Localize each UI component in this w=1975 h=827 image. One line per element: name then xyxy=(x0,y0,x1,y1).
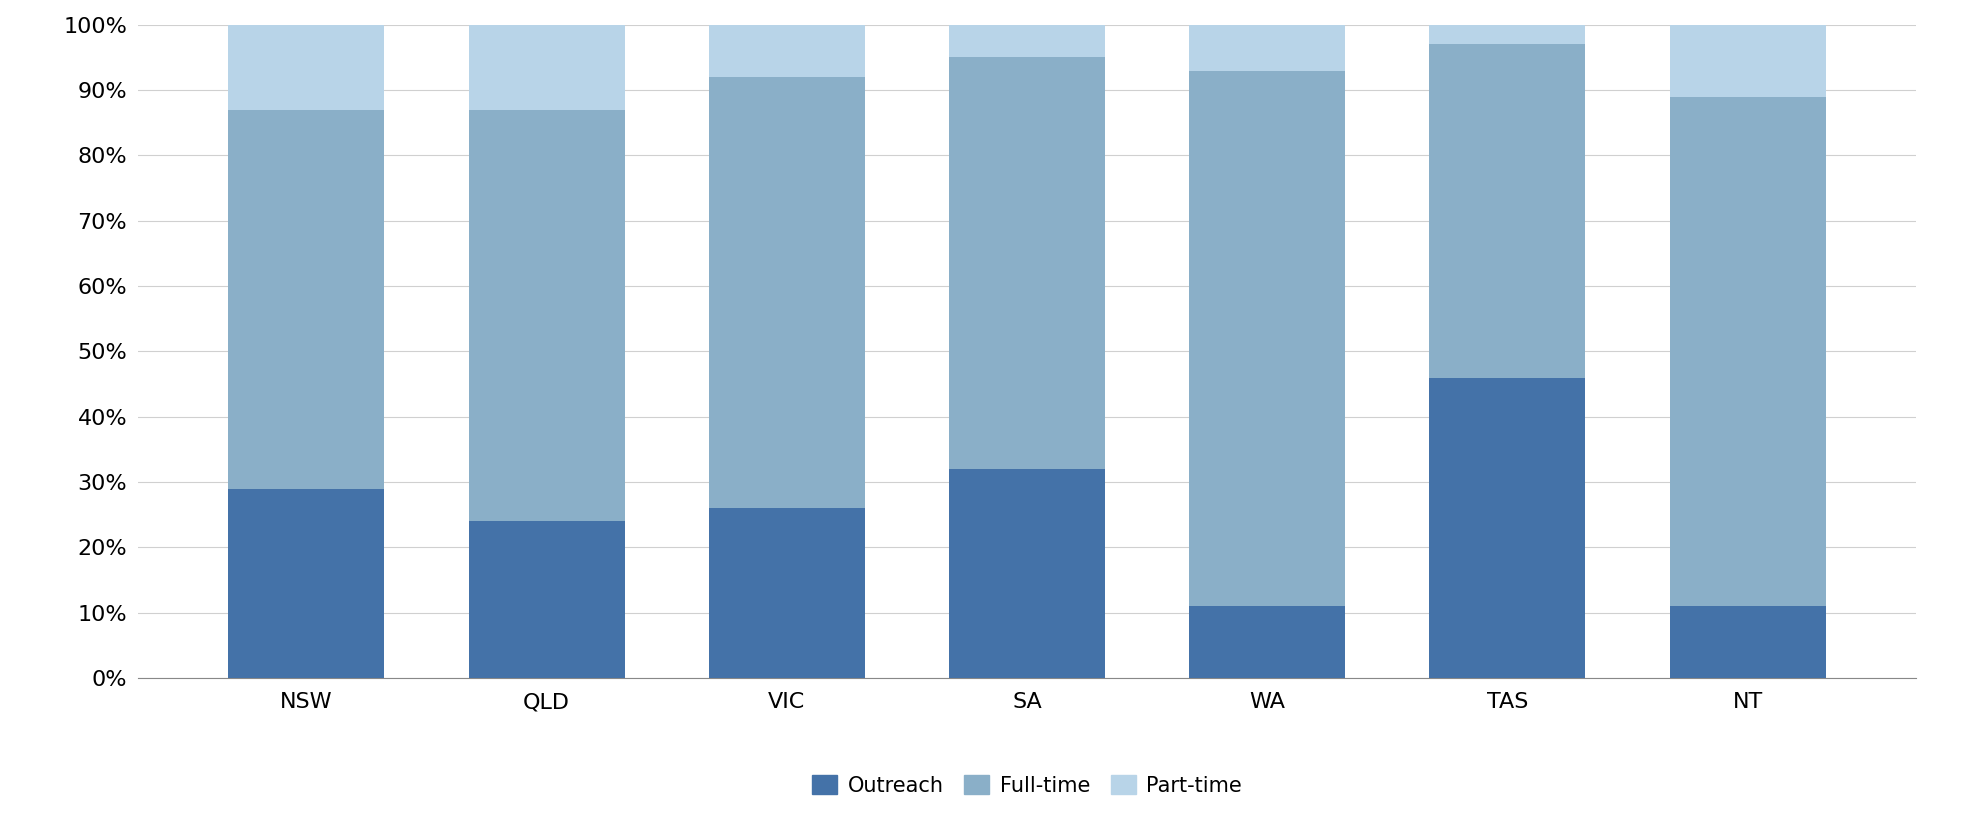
Legend: Outreach, Full-time, Part-time: Outreach, Full-time, Part-time xyxy=(804,767,1250,804)
Bar xyxy=(709,77,865,509)
Bar xyxy=(468,521,624,678)
Bar xyxy=(948,58,1106,469)
Bar xyxy=(1430,45,1586,378)
Bar xyxy=(1430,378,1586,678)
Bar xyxy=(1669,25,1825,97)
Bar xyxy=(1430,25,1586,45)
Bar xyxy=(468,110,624,521)
Bar xyxy=(709,509,865,678)
Bar xyxy=(1189,25,1345,70)
Bar xyxy=(229,110,385,489)
Bar xyxy=(948,469,1106,678)
Bar xyxy=(468,25,624,110)
Bar xyxy=(229,489,385,678)
Bar xyxy=(229,25,385,110)
Bar xyxy=(1669,97,1825,606)
Bar xyxy=(948,25,1106,58)
Bar xyxy=(709,25,865,77)
Bar xyxy=(1669,606,1825,678)
Bar xyxy=(1189,606,1345,678)
Bar xyxy=(1189,70,1345,606)
